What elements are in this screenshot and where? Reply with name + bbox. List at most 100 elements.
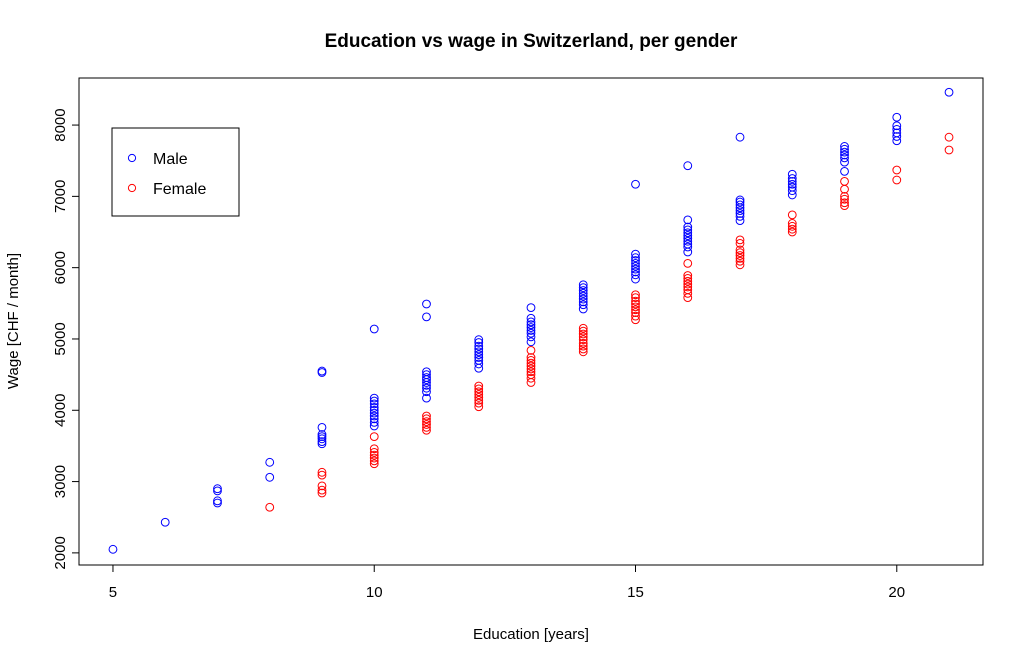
data-point-male bbox=[578, 294, 588, 304]
data-point-female bbox=[578, 332, 588, 342]
data-point-female bbox=[787, 210, 797, 220]
y-tick-label: 6000 bbox=[52, 251, 69, 284]
x-tick-label: 5 bbox=[109, 584, 117, 601]
data-point-female bbox=[578, 338, 588, 348]
data-point-female bbox=[474, 395, 484, 405]
data-point-female bbox=[526, 367, 536, 377]
data-point-female bbox=[683, 285, 693, 295]
data-point-female bbox=[578, 323, 588, 333]
data-point-male bbox=[683, 215, 693, 225]
legend: Male Female bbox=[111, 127, 240, 217]
x-axis-label: Education [years] bbox=[473, 626, 589, 643]
data-point-male bbox=[474, 347, 484, 357]
data-point-female bbox=[631, 296, 640, 306]
data-point-male bbox=[892, 121, 902, 131]
data-point-male bbox=[683, 236, 693, 246]
data-point-male bbox=[631, 261, 640, 271]
data-point-female bbox=[787, 224, 797, 234]
data-point-male bbox=[892, 128, 902, 138]
data-point-male bbox=[369, 405, 379, 415]
data-point-male bbox=[683, 228, 693, 238]
data-point-male bbox=[631, 258, 640, 268]
data-point-male bbox=[840, 167, 849, 176]
data-point-male bbox=[369, 408, 379, 418]
data-point-male bbox=[735, 206, 745, 216]
data-point-male bbox=[683, 225, 693, 235]
data-point-female bbox=[369, 447, 379, 457]
data-point-male bbox=[213, 498, 222, 508]
data-point-male bbox=[317, 434, 327, 444]
data-point-female bbox=[317, 467, 327, 477]
data-point-male bbox=[422, 387, 431, 397]
data-point-male bbox=[683, 231, 693, 240]
legend-label-female: Female bbox=[153, 181, 206, 198]
data-point-male bbox=[683, 239, 693, 249]
data-point-female bbox=[526, 355, 536, 365]
data-point-female bbox=[892, 165, 902, 175]
data-point-male bbox=[108, 544, 118, 554]
data-point-female bbox=[787, 227, 797, 237]
x-tick-label: 20 bbox=[888, 584, 905, 601]
data-point-male bbox=[474, 344, 484, 354]
data-point-male bbox=[213, 496, 222, 506]
data-point-male bbox=[526, 326, 536, 335]
data-point-male bbox=[369, 417, 379, 427]
legend-marker-male bbox=[127, 153, 137, 163]
data-point-female bbox=[683, 258, 693, 268]
data-point-male bbox=[422, 373, 431, 382]
data-point-female bbox=[422, 425, 431, 435]
data-point-female bbox=[526, 370, 536, 380]
legend-marker-female bbox=[127, 183, 137, 193]
data-point-male bbox=[317, 422, 327, 432]
data-point-female bbox=[683, 271, 693, 280]
y-tick-label: 4000 bbox=[52, 394, 69, 427]
data-point-female bbox=[735, 251, 745, 260]
data-point-female bbox=[422, 422, 431, 432]
data-point-male bbox=[474, 359, 484, 369]
data-point-male bbox=[892, 124, 902, 134]
data-point-male bbox=[683, 161, 693, 171]
data-point-female bbox=[683, 288, 693, 298]
x-tick-label: 15 bbox=[627, 584, 644, 601]
data-point-male bbox=[840, 142, 849, 151]
data-point-female bbox=[631, 308, 640, 317]
data-point-female bbox=[683, 276, 693, 286]
data-point-female bbox=[265, 502, 275, 512]
data-point-female bbox=[683, 282, 693, 292]
data-point-female bbox=[578, 347, 588, 357]
data-point-male bbox=[683, 222, 693, 232]
data-point-male bbox=[787, 169, 797, 179]
data-point-male bbox=[369, 396, 379, 406]
data-point-female bbox=[474, 384, 484, 394]
data-point-male bbox=[631, 274, 640, 284]
data-point-male bbox=[422, 393, 431, 403]
data-point-male bbox=[631, 267, 640, 277]
data-point-male bbox=[265, 457, 275, 467]
data-point-female bbox=[526, 364, 536, 374]
data-point-female bbox=[526, 373, 536, 383]
data-point-female bbox=[578, 329, 588, 339]
data-point-male bbox=[840, 153, 849, 163]
data-point-male bbox=[265, 472, 275, 482]
data-point-male bbox=[474, 335, 484, 345]
data-point-female bbox=[578, 326, 588, 336]
data-point-female bbox=[735, 239, 745, 248]
data-point-male bbox=[578, 300, 588, 310]
data-point-male bbox=[578, 288, 588, 298]
data-point-male bbox=[578, 291, 588, 301]
data-point-male bbox=[369, 414, 379, 424]
data-point-male bbox=[526, 317, 536, 327]
data-point-female bbox=[474, 402, 484, 412]
data-point-male bbox=[526, 328, 536, 338]
data-point-female bbox=[735, 260, 745, 270]
data-point-male bbox=[683, 242, 693, 252]
data-point-male bbox=[474, 350, 484, 360]
data-point-male bbox=[840, 157, 849, 167]
data-point-female bbox=[422, 417, 431, 427]
series-female bbox=[265, 132, 954, 512]
y-tick-label: 7000 bbox=[52, 180, 69, 213]
data-point-male bbox=[422, 383, 431, 393]
data-point-female bbox=[526, 353, 536, 362]
data-point-male bbox=[160, 517, 170, 527]
